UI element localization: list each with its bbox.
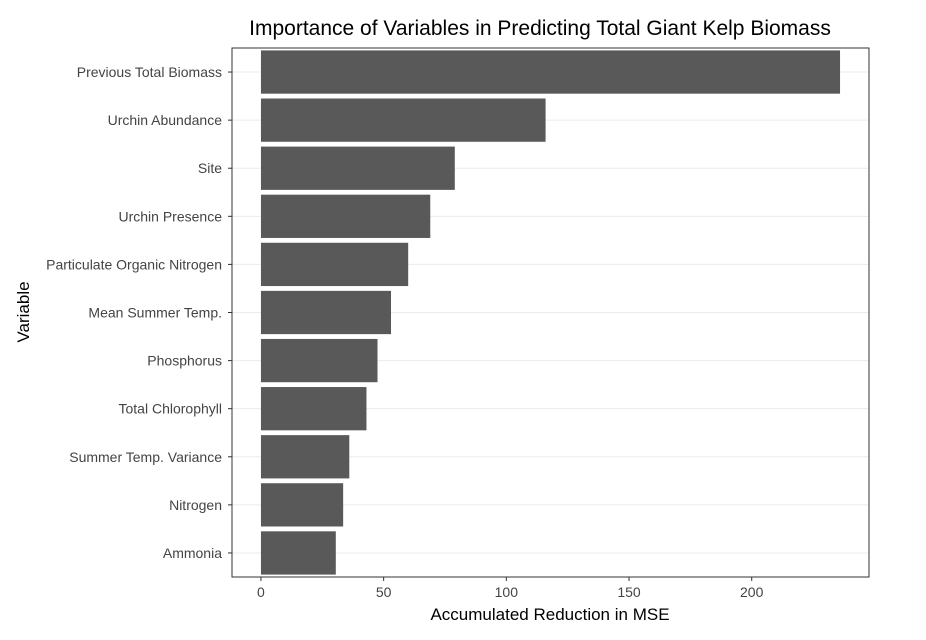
x-tick-label: 150 bbox=[617, 584, 641, 600]
bar bbox=[260, 290, 392, 335]
y-axis-title: Variable bbox=[14, 281, 33, 342]
y-tick-label: Total Chlorophyll bbox=[119, 401, 223, 417]
y-tick-label: Phosphorus bbox=[147, 353, 222, 369]
x-tick-label: 200 bbox=[740, 584, 764, 600]
y-tick-label: Summer Temp. Variance bbox=[69, 449, 222, 465]
bar bbox=[260, 338, 378, 383]
bar bbox=[260, 531, 336, 575]
bar bbox=[260, 194, 431, 238]
bar bbox=[260, 242, 409, 287]
x-tick-label: 50 bbox=[376, 584, 392, 600]
y-tick-label: Site bbox=[198, 160, 222, 176]
bar bbox=[260, 483, 344, 527]
bar bbox=[260, 98, 546, 142]
bar bbox=[260, 146, 455, 190]
y-tick-label: Urchin Abundance bbox=[108, 112, 223, 128]
y-tick-label: Nitrogen bbox=[169, 497, 222, 513]
y-tick-label: Urchin Presence bbox=[119, 208, 223, 224]
x-tick-label: 0 bbox=[257, 584, 265, 600]
bar bbox=[260, 435, 350, 479]
y-tick-label: Previous Total Biomass bbox=[77, 64, 222, 80]
x-tick-label: 100 bbox=[495, 584, 519, 600]
bars bbox=[260, 50, 841, 575]
y-axis-ticks: Previous Total Biomass Urchin Abundance Si… bbox=[46, 64, 232, 561]
y-tick-label: Ammonia bbox=[163, 545, 222, 561]
chart-title: Importance of Variables in Predicting To… bbox=[249, 17, 831, 40]
y-tick-label: Particulate Organic Nitrogen bbox=[46, 256, 222, 272]
bar bbox=[260, 387, 367, 431]
x-axis-ticks: 0 50 100 150 200 bbox=[257, 577, 764, 600]
bar bbox=[260, 50, 841, 94]
y-tick-label: Mean Summer Temp. bbox=[88, 305, 222, 321]
x-axis-title: Accumulated Reduction in MSE bbox=[430, 605, 669, 624]
